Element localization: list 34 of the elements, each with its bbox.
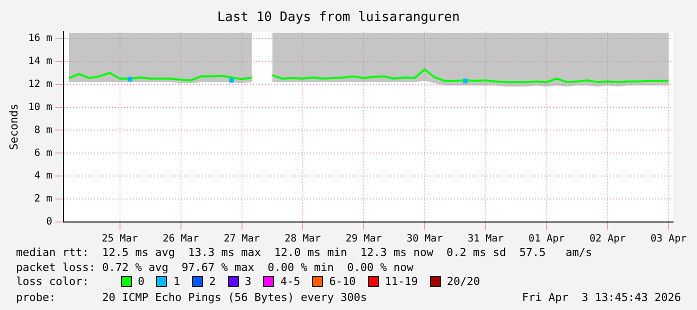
y-tick-label: 14 m (28, 56, 52, 68)
x-tick-label: 29 Mar (346, 234, 382, 245)
legend-label: 20/20 (446, 275, 480, 288)
y-axis-title: Seconds (7, 104, 20, 150)
x-tick-label: 28 Mar (284, 234, 321, 245)
y-tick-label: 2 m (34, 194, 52, 205)
y-tick-label: 8 m (34, 124, 52, 136)
x-tick-label: 27 Mar (224, 234, 260, 245)
x-tick-label: 02 Apr (590, 234, 626, 245)
legend-label: 0 (138, 275, 144, 288)
x-tick-label: 26 Mar (162, 234, 199, 245)
legend-label: 6-10 (329, 275, 356, 288)
y-tick-label: 0 (46, 216, 52, 228)
legend-label: 2 (209, 275, 216, 288)
text: median rtt: 12.5 ms avg 13.3 ms max 12.0 ms min 12.3 ms now 0.2 ms sd 57.5 am/s (16, 246, 592, 259)
text: Fri Apr 3 13:45:43 2026 (522, 291, 681, 304)
legend-label: 1 (173, 275, 180, 288)
y-tick-label: 4 m (34, 170, 52, 182)
legend-label: 11-19 (384, 275, 418, 288)
y-tick-label: 16 m (28, 33, 52, 44)
text: packet loss: 0.72 % avg 97.67 % max 0.00 % min 0.00 % now (16, 261, 414, 274)
y-tick-label: 12 m (28, 78, 52, 90)
legend-label: 3 (244, 275, 252, 288)
y-tick-label: 6 m (34, 148, 52, 159)
x-tick-label: 31 Mar (468, 234, 504, 245)
x-tick-label: 25 Mar (102, 234, 138, 245)
x-tick-label: 03 Apr (650, 234, 687, 245)
chart-title: Last 10 Days from luisaranguren (217, 10, 460, 26)
legend-title: loss color: (16, 275, 89, 288)
legend-label: 4-5 (280, 275, 300, 288)
text: probe: 20 ICMP Echo Pings (56 Bytes) every 300s (16, 291, 367, 304)
x-tick-label: 01 Apr (528, 234, 565, 245)
x-tick-label: 30 Mar (406, 234, 443, 245)
y-tick-label: 10 m (28, 102, 52, 113)
